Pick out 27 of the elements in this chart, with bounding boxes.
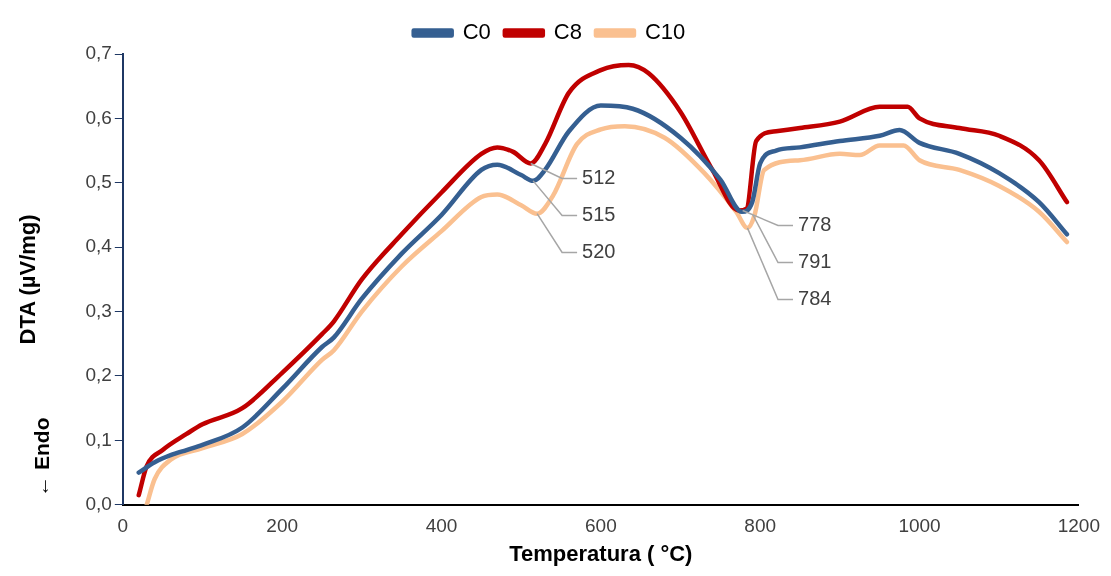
x-tick-label: 200 — [266, 515, 299, 537]
annotation: 791 — [798, 250, 832, 273]
y-tick-label: 0,6 — [85, 106, 112, 128]
y-tick-label: 0,5 — [85, 171, 112, 193]
x-tick-label: 0 — [117, 515, 129, 537]
annotation: 778 — [798, 213, 832, 236]
x-tick-label: 1200 — [1057, 515, 1101, 537]
y-tick-label: 0,1 — [85, 428, 112, 450]
text: ← Endo — [29, 417, 53, 497]
y-tick-label: 0,4 — [85, 235, 113, 257]
x-tick-label: 400 — [425, 515, 458, 537]
x-tick-label: 800 — [744, 515, 777, 537]
y-tick-label: 0,0 — [85, 493, 112, 515]
legend-label: C8 — [553, 19, 582, 45]
y-axis-title: DTA (µV/mg) — [15, 214, 41, 345]
legend-label: C10 — [644, 19, 686, 45]
y-tick-label: 0,3 — [85, 299, 112, 321]
annotation: 784 — [798, 287, 832, 310]
x-tick-label: 600 — [584, 515, 617, 537]
x-tick-label: 1000 — [898, 515, 941, 537]
y-tick-label: 0,7 — [85, 42, 112, 64]
x-axis-title: Temperatura ( °C) — [509, 540, 693, 566]
annotation: 520 — [582, 240, 616, 262]
annotation: 515 — [582, 203, 616, 225]
annotation: 512 — [582, 166, 616, 188]
legend-label: C0 — [462, 19, 491, 45]
y-tick-label: 0,2 — [85, 364, 112, 386]
